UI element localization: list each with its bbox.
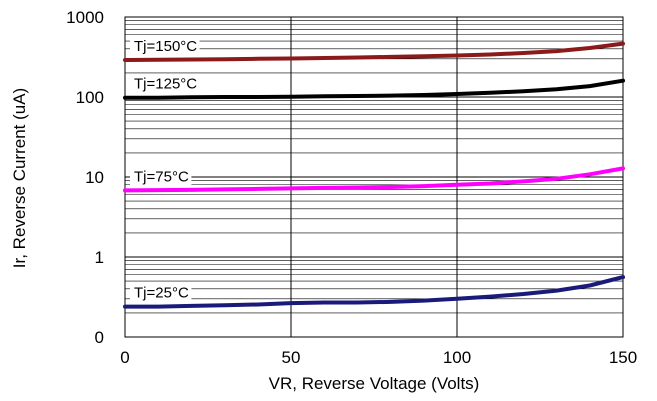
series-label-2: Tj=75°C	[134, 168, 189, 185]
series-label-background	[130, 167, 192, 186]
y-tick-label: 1000	[66, 8, 104, 27]
series-line-2	[123, 166, 625, 193]
x-tick-label: 50	[282, 348, 301, 367]
series-line-1	[123, 78, 625, 100]
x-tick-label: 150	[609, 348, 637, 367]
plot-frame	[124, 16, 624, 338]
y-tick-label: 0	[95, 328, 104, 347]
x-tick-labels: 0 50 100 150	[120, 348, 637, 367]
y-tick-labels: 0 1 10 100 1000	[66, 8, 104, 347]
series-label-background	[130, 283, 192, 302]
series-label-3: Tj=25°C	[134, 285, 189, 302]
series-label-0: Tj=150°C	[134, 38, 197, 55]
x-axis-title: VR, Reverse Voltage (Volts)	[269, 374, 480, 393]
series-line-3	[123, 275, 625, 309]
series-label-background	[130, 37, 200, 56]
series-label-1: Tj=125°C	[134, 76, 197, 93]
x-tick-label: 100	[443, 348, 471, 367]
y-tick-label: 100	[76, 88, 104, 107]
y-tick-label: 1	[95, 248, 104, 267]
y-tick-label: 10	[85, 168, 104, 187]
series-labels: Tj=150°C Tj=125°C Tj=75°C Tj=25°C	[130, 37, 200, 302]
series-lines	[123, 41, 625, 309]
y-axis-title: Ir, Reverse Current (uA)	[10, 88, 29, 268]
minor-gridlines	[125, 20, 623, 314]
x-tick-label: 0	[120, 348, 129, 367]
series-label-background	[130, 74, 200, 93]
series-line-0	[123, 41, 625, 62]
